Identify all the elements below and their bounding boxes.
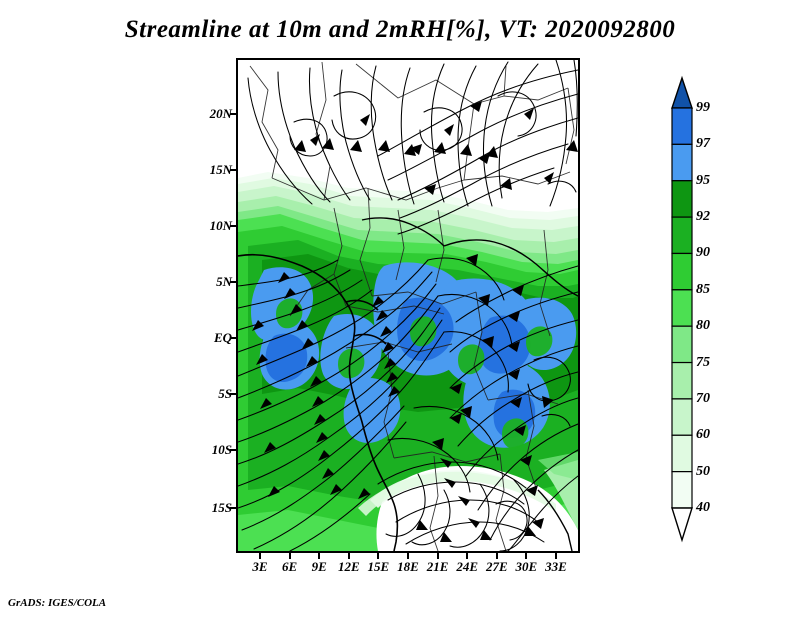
lon-tick-label-6e: 6E bbox=[282, 559, 298, 574]
colorbar-tick-label-99: 99 bbox=[696, 100, 710, 115]
lon-tick-mark bbox=[288, 553, 291, 559]
lat-tick-mark bbox=[230, 281, 236, 283]
lon-tick-mark bbox=[259, 553, 261, 559]
colorbar-tick-label-95: 95 bbox=[696, 172, 710, 188]
colorbar-tick-label-70: 70 bbox=[696, 390, 710, 406]
lat-tick-label-5n: 5N bbox=[216, 274, 232, 289]
lon-tick-mark bbox=[318, 553, 321, 559]
lat-tick-label-eq: EQ bbox=[213, 330, 232, 345]
lon-tick-label-24e: 24E bbox=[456, 559, 479, 574]
colorbar-tick-label-75: 75 bbox=[696, 354, 710, 370]
lat-tick-label-5s: 5S bbox=[218, 386, 232, 401]
colorbar-band bbox=[671, 180, 693, 218]
colorbar-tick-label-80: 80 bbox=[696, 318, 710, 334]
colorbar-band bbox=[671, 289, 693, 327]
lon-tick-mark bbox=[495, 553, 498, 559]
lat-tick-mark bbox=[230, 113, 236, 115]
colorbar-tick-label-50: 50 bbox=[696, 463, 710, 479]
colorbar: 99 97 95 92 90 85 80 75 70 60 50 40 bbox=[660, 70, 790, 550]
lat-tick-label-10n: 10N bbox=[209, 218, 232, 233]
lon-tick-mark bbox=[466, 553, 469, 559]
lon-tick-label-18e: 18E bbox=[397, 559, 419, 574]
colorbar-tick-label-92: 92 bbox=[696, 209, 710, 225]
map-canvas bbox=[238, 60, 578, 551]
lon-tick-label-33e: 33E bbox=[545, 559, 567, 574]
colorbar-bottom-arrow bbox=[671, 507, 693, 543]
lat-tick-label-10s: 10S bbox=[211, 442, 232, 457]
colorbar-tick-label-40: 40 bbox=[696, 500, 710, 515]
lat-tick-label-15s: 15S bbox=[211, 500, 232, 515]
colorbar-band bbox=[671, 398, 693, 436]
lon-tick-mark bbox=[525, 553, 528, 559]
colorbar-band bbox=[671, 434, 693, 473]
lon-tick-label-15e: 15E bbox=[367, 559, 390, 574]
lon-tick-mark bbox=[407, 553, 409, 559]
lat-tick-mark bbox=[230, 507, 236, 509]
lat-tick-mark bbox=[230, 225, 236, 227]
colorbar-band bbox=[671, 471, 693, 509]
colorbar-band bbox=[671, 107, 693, 145]
colorbar-band bbox=[671, 361, 693, 400]
footer-credit: GrADS: IGES/COLA bbox=[8, 597, 107, 609]
lon-tick-label-27e: 27E bbox=[485, 559, 508, 574]
lon-tick-label-3e: 3E bbox=[252, 559, 268, 574]
map-plot-panel bbox=[236, 58, 580, 553]
lon-tick-label-9e: 9E bbox=[311, 559, 327, 574]
page-title: Streamline at 10m and 2mRH[%], VT: 20200… bbox=[124, 16, 676, 43]
lat-tick-label-20n: 20N bbox=[209, 106, 232, 121]
lon-tick-mark bbox=[377, 553, 380, 559]
colorbar-tick-label-85: 85 bbox=[696, 281, 710, 297]
colorbar-tick-label-60: 60 bbox=[696, 427, 710, 443]
colorbar-tick-label-97: 97 bbox=[696, 136, 710, 152]
colorbar-tick-label-90: 90 bbox=[696, 245, 710, 261]
colorbar-swatches bbox=[671, 75, 693, 543]
colorbar-top-arrow bbox=[671, 75, 693, 109]
lat-tick-mark bbox=[230, 393, 236, 395]
colorbar-band bbox=[671, 143, 693, 182]
lat-tick-label-15n: 15N bbox=[209, 162, 232, 177]
lon-tick-mark bbox=[347, 553, 350, 559]
colorbar-band bbox=[671, 325, 693, 364]
lon-tick-label-12e: 12E bbox=[337, 559, 360, 574]
colorbar-band bbox=[671, 252, 693, 291]
lon-tick-label-21e: 21E bbox=[426, 559, 449, 574]
lat-tick-mark bbox=[230, 337, 236, 339]
lat-tick-mark bbox=[230, 169, 236, 171]
lon-tick-mark bbox=[555, 553, 557, 559]
lon-tick-mark bbox=[436, 553, 439, 559]
lon-tick-label-30e: 30E bbox=[515, 559, 538, 574]
colorbar-band bbox=[671, 216, 693, 255]
lat-tick-mark bbox=[230, 449, 236, 451]
